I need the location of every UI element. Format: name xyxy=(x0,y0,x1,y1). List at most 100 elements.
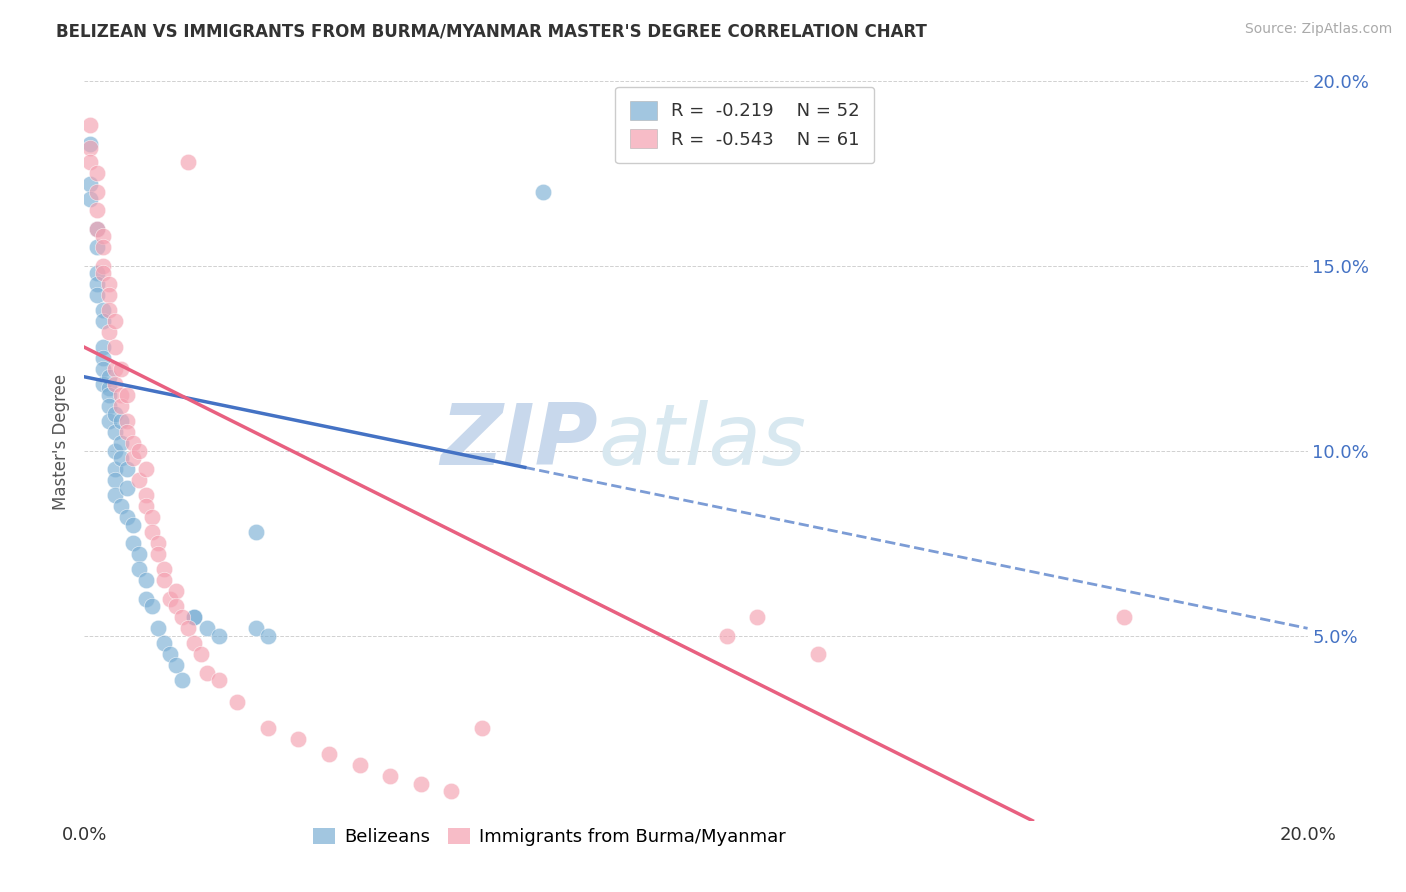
Point xyxy=(165,658,187,673)
Point xyxy=(122,517,145,532)
Point xyxy=(716,629,738,643)
Point xyxy=(153,562,176,576)
Point xyxy=(380,769,402,783)
Point xyxy=(208,629,231,643)
Point xyxy=(409,777,432,791)
Point xyxy=(122,436,145,450)
Point xyxy=(208,673,231,687)
Point xyxy=(97,400,120,414)
Point xyxy=(104,314,127,328)
Point xyxy=(122,536,145,550)
Point xyxy=(153,573,176,587)
Point xyxy=(91,351,114,366)
Point xyxy=(135,500,157,514)
Point xyxy=(115,414,138,428)
Point xyxy=(177,621,200,635)
Text: ZIP: ZIP xyxy=(440,400,598,483)
Point xyxy=(97,381,120,395)
Point xyxy=(104,407,127,421)
Point xyxy=(79,178,101,192)
Point xyxy=(110,414,132,428)
Point xyxy=(115,388,138,402)
Point xyxy=(177,155,200,169)
Point xyxy=(128,547,150,561)
Point xyxy=(245,621,267,635)
Point xyxy=(183,636,205,650)
Point xyxy=(287,732,309,747)
Point xyxy=(128,562,150,576)
Point xyxy=(531,185,554,199)
Point xyxy=(79,136,101,151)
Y-axis label: Master's Degree: Master's Degree xyxy=(52,374,70,509)
Point xyxy=(79,155,101,169)
Point xyxy=(135,488,157,502)
Point xyxy=(245,525,267,540)
Point xyxy=(747,610,769,624)
Point xyxy=(110,362,132,376)
Point xyxy=(79,192,101,206)
Point xyxy=(146,621,169,635)
Point xyxy=(440,784,463,798)
Point xyxy=(86,277,108,292)
Point xyxy=(91,259,114,273)
Point xyxy=(97,326,120,340)
Point xyxy=(195,621,218,635)
Point xyxy=(110,400,132,414)
Point xyxy=(91,266,114,280)
Point xyxy=(86,240,108,254)
Point xyxy=(86,203,108,218)
Point xyxy=(141,525,163,540)
Point xyxy=(115,462,138,476)
Point xyxy=(91,240,114,254)
Point xyxy=(79,118,101,132)
Point xyxy=(146,547,169,561)
Point xyxy=(135,591,157,606)
Point xyxy=(104,340,127,354)
Point xyxy=(165,584,187,599)
Point xyxy=(110,500,132,514)
Point xyxy=(97,388,120,402)
Point xyxy=(257,721,280,735)
Point xyxy=(153,636,176,650)
Point xyxy=(172,610,194,624)
Point xyxy=(86,166,108,180)
Point xyxy=(104,488,127,502)
Point xyxy=(183,610,205,624)
Point xyxy=(97,303,120,318)
Point xyxy=(318,747,340,761)
Point xyxy=(349,758,371,772)
Text: Source: ZipAtlas.com: Source: ZipAtlas.com xyxy=(1244,22,1392,37)
Point xyxy=(115,510,138,524)
Point xyxy=(141,510,163,524)
Point xyxy=(172,673,194,687)
Point xyxy=(97,369,120,384)
Point xyxy=(86,185,108,199)
Point xyxy=(128,474,150,488)
Point xyxy=(91,303,114,318)
Point xyxy=(86,266,108,280)
Point xyxy=(104,462,127,476)
Point xyxy=(135,462,157,476)
Point xyxy=(86,222,108,236)
Point xyxy=(91,377,114,392)
Point xyxy=(122,451,145,466)
Point xyxy=(79,140,101,154)
Point xyxy=(135,573,157,587)
Text: BELIZEAN VS IMMIGRANTS FROM BURMA/MYANMAR MASTER'S DEGREE CORRELATION CHART: BELIZEAN VS IMMIGRANTS FROM BURMA/MYANMA… xyxy=(56,22,927,40)
Point xyxy=(91,340,114,354)
Point xyxy=(91,314,114,328)
Point xyxy=(97,288,120,302)
Point xyxy=(257,629,280,643)
Point xyxy=(146,536,169,550)
Point xyxy=(97,414,120,428)
Point xyxy=(104,443,127,458)
Point xyxy=(195,665,218,680)
Point xyxy=(471,721,494,735)
Point xyxy=(141,599,163,614)
Point xyxy=(104,362,127,376)
Point xyxy=(86,288,108,302)
Legend: R =  -0.219    N = 52, R =  -0.543    N = 61: R = -0.219 N = 52, R = -0.543 N = 61 xyxy=(616,87,875,163)
Point xyxy=(159,647,181,661)
Point xyxy=(110,388,132,402)
Point xyxy=(165,599,187,614)
